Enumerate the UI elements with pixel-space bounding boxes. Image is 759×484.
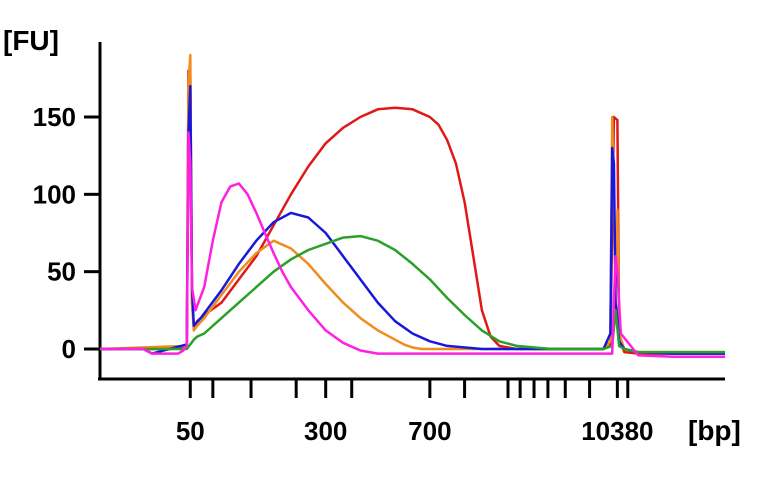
x-tick-label-700: 700	[408, 416, 451, 446]
axes	[98, 42, 725, 381]
y-tick-label-50: 50	[47, 257, 76, 287]
y-ticks: 0 50 100 150	[33, 102, 100, 364]
series-blue-line	[100, 84, 725, 355]
x-axis-label: [bp]	[688, 415, 741, 446]
y-axis-label: [FU]	[3, 25, 59, 56]
series-magenta-line	[100, 131, 725, 358]
y-tick-label-0: 0	[62, 334, 76, 364]
series-group	[99, 53, 725, 358]
x-ticks: 50 300 700 10380	[176, 380, 654, 446]
y-tick-label-100: 100	[33, 179, 76, 209]
y-tick-label-150: 150	[33, 102, 76, 132]
x-tick-label-50: 50	[176, 416, 205, 446]
x-tick-label-10380: 10380	[581, 416, 653, 446]
x-tick-label-300: 300	[304, 416, 347, 446]
